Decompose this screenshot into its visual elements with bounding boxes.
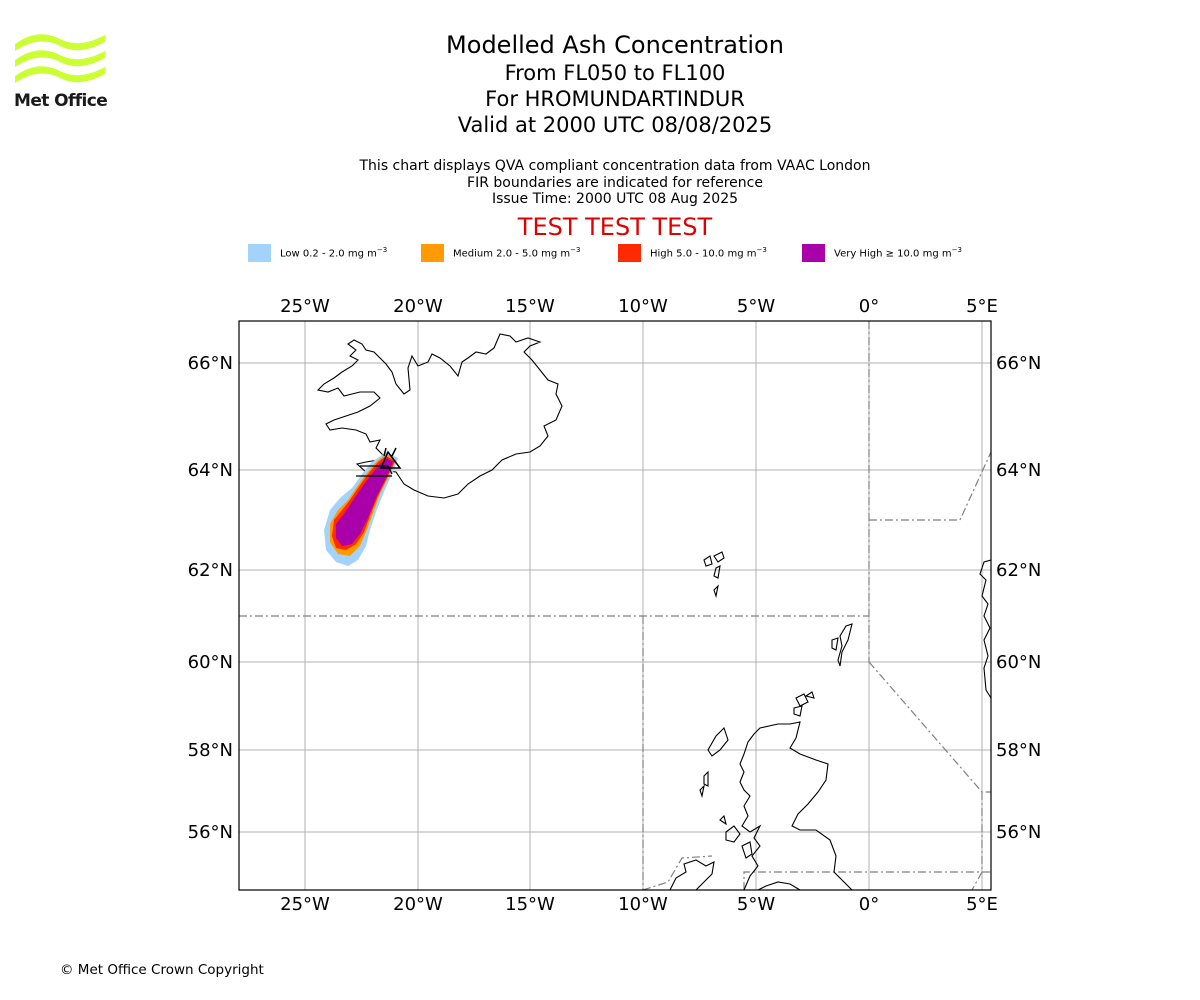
lon-label-bottom: 5°W [737, 894, 775, 915]
lat-labels-right: 66°N 64°N 62°N 60°N 58°N 56°N [996, 353, 1041, 843]
notes-block: This chart displays QVA compliant concen… [0, 158, 1200, 208]
lon-label-bottom: 15°W [505, 894, 555, 915]
flight-levels: From FL050 to FL100 [504, 61, 726, 85]
iceland-coast [316, 333, 563, 499]
legend-swatch-low [248, 244, 271, 262]
lat-label-left: 64°N [188, 460, 233, 481]
copyright: © Met Office Crown Copyright [60, 962, 264, 978]
lon-label-top: 10°W [618, 296, 668, 317]
lon-label-top: 5°W [737, 296, 775, 317]
test-banner: TEST TEST TEST [517, 213, 713, 241]
ash-plume [324, 447, 402, 566]
map-frame [238, 320, 992, 891]
legend-label-very-high: Very High ≥ 10.0 mg m−3 [834, 246, 962, 260]
note-fir: FIR boundaries are indicated for referen… [467, 174, 763, 191]
lat-label-right: 58°N [996, 740, 1041, 761]
scotland-coast [739, 721, 853, 890]
volcano-name: For HROMUNDARTINDUR [485, 87, 745, 111]
triangle-icon [379, 447, 402, 469]
legend-label-low: Low 0.2 - 2.0 mg m−3 [280, 246, 388, 260]
lon-label-top: 25°W [280, 296, 330, 317]
lat-label-right: 60°N [996, 652, 1041, 673]
lon-label-top: 15°W [505, 296, 555, 317]
ash-very-high-contour [336, 458, 393, 546]
valid-time: Valid at 2000 UTC 08/08/2025 [457, 113, 773, 137]
chart-title: Modelled Ash Concentration [446, 31, 784, 59]
lon-label-bottom: 0° [859, 894, 879, 915]
legend-swatch-medium [421, 244, 444, 262]
lon-labels-bottom: 25°W 20°W 15°W 10°W 5°W 0° 5°E [280, 894, 998, 915]
lat-label-right: 62°N [996, 560, 1041, 581]
lon-label-bottom: 5°E [966, 894, 998, 915]
lon-label-bottom: 20°W [393, 894, 443, 915]
lat-label-left: 58°N [188, 740, 233, 761]
fir-boundaries [239, 321, 991, 890]
lat-label-left: 66°N [188, 353, 233, 374]
lat-label-left: 62°N [188, 560, 233, 581]
lat-label-left: 60°N [188, 652, 233, 673]
title-block: Modelled Ash Concentration From FL050 to… [0, 30, 1200, 138]
lat-label-right: 64°N [996, 460, 1041, 481]
legend-label-medium: Medium 2.0 - 5.0 mg m−3 [453, 246, 581, 260]
graticule [239, 321, 991, 890]
note-qva: This chart displays QVA compliant concen… [359, 158, 871, 174]
lon-label-bottom: 25°W [280, 894, 330, 915]
note-issue-time: Issue Time: 2000 UTC 08 Aug 2025 [491, 191, 739, 207]
lon-label-bottom: 10°W [618, 894, 668, 915]
legend-label-high: High 5.0 - 10.0 mg m−3 [650, 246, 767, 260]
lat-label-right: 66°N [996, 353, 1041, 374]
legend-swatch-very-high [802, 244, 825, 262]
lon-label-top: 0° [859, 296, 879, 317]
source-outline [356, 465, 393, 477]
lat-label-left: 56°N [188, 822, 233, 843]
logo-text: Met Office [14, 91, 108, 111]
lat-label-right: 56°N [996, 822, 1041, 843]
legend-swatch-high [618, 244, 641, 262]
met-office-logo [15, 34, 105, 83]
lon-labels-top: 25°W 20°W 15°W 10°W 5°W 0° 5°E [280, 296, 998, 317]
coastlines [316, 333, 991, 890]
lon-label-top: 20°W [393, 296, 443, 317]
lon-label-top: 5°E [966, 296, 998, 317]
lat-labels-left: 66°N 64°N 62°N 60°N 58°N 56°N [188, 353, 233, 843]
